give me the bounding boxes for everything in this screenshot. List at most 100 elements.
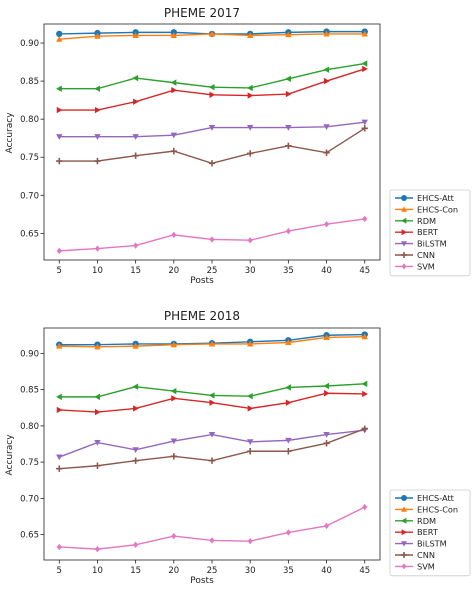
data-point-bilstm bbox=[132, 134, 139, 140]
x-tick-label: 20 bbox=[168, 566, 179, 576]
data-point-svm bbox=[56, 543, 62, 551]
data-point-bert bbox=[171, 87, 178, 94]
data-point-svm bbox=[94, 245, 101, 252]
data-point-rdm bbox=[132, 383, 139, 390]
data-point-cnn bbox=[94, 462, 101, 469]
data-point-ehcs-con bbox=[323, 334, 330, 340]
y-tick-label: 0.70 bbox=[20, 191, 39, 201]
data-point-svm bbox=[362, 503, 368, 511]
y-tick-label: 0.80 bbox=[20, 115, 39, 125]
legend-marker-bilstm bbox=[401, 541, 407, 547]
y-tick-label: 0.65 bbox=[20, 531, 39, 541]
data-point-rdm bbox=[56, 85, 62, 92]
data-point-rdm bbox=[323, 382, 330, 390]
data-point-cnn bbox=[285, 448, 292, 455]
data-point-bilstm bbox=[170, 438, 178, 445]
y-tick-label: 0.75 bbox=[20, 458, 39, 468]
legend-marker-cnn bbox=[401, 252, 407, 258]
chart-title: PHEME 2017 bbox=[164, 6, 240, 20]
data-point-bert bbox=[285, 90, 292, 98]
legend-marker-ehcs-att bbox=[401, 495, 407, 501]
data-point-cnn bbox=[323, 149, 330, 156]
data-point-svm bbox=[323, 221, 330, 228]
data-point-ehcs-con bbox=[94, 343, 101, 350]
data-point-bert bbox=[133, 405, 139, 412]
data-point-ehcs-con bbox=[208, 340, 216, 347]
data-point-bilstm bbox=[323, 124, 330, 130]
data-point-bilstm bbox=[285, 124, 292, 131]
x-tick-label: 15 bbox=[130, 566, 141, 576]
y-tick-label: 0.90 bbox=[20, 39, 39, 49]
data-point-ehcs-con bbox=[94, 32, 101, 39]
data-point-bilstm bbox=[56, 134, 63, 140]
data-point-bilstm bbox=[170, 132, 178, 139]
x-tick-label: 25 bbox=[207, 266, 218, 276]
legend-label: RDM bbox=[417, 216, 436, 226]
legend-label: CNN bbox=[417, 550, 435, 560]
series-group bbox=[56, 331, 368, 553]
x-tick-label: 15 bbox=[130, 266, 141, 276]
data-point-rdm bbox=[132, 74, 139, 82]
y-tick-label: 0.85 bbox=[20, 386, 39, 396]
data-point-bert bbox=[56, 406, 63, 414]
series-group bbox=[56, 28, 368, 255]
legend-label: CNN bbox=[417, 250, 435, 260]
data-point-svm bbox=[94, 545, 101, 553]
data-point-svm bbox=[362, 215, 368, 223]
data-point-cnn bbox=[361, 125, 368, 132]
legend-marker-svm bbox=[401, 263, 407, 270]
data-point-bert bbox=[94, 106, 101, 114]
legend-label: EHCS-Con bbox=[417, 504, 458, 514]
data-point-cnn bbox=[170, 453, 178, 460]
data-point-ehcs-con bbox=[246, 340, 254, 347]
data-point-bilstm bbox=[361, 119, 368, 126]
data-point-rdm bbox=[94, 85, 101, 92]
data-point-ehcs-con bbox=[285, 339, 292, 346]
data-point-rdm bbox=[56, 393, 62, 401]
y-tick-label: 0.90 bbox=[20, 349, 39, 359]
x-tick-label: 25 bbox=[207, 566, 218, 576]
legend-label: BERT bbox=[417, 527, 439, 537]
data-point-bilstm bbox=[285, 437, 292, 444]
data-point-cnn bbox=[132, 457, 139, 464]
data-point-rdm bbox=[246, 84, 253, 92]
data-point-cnn bbox=[246, 150, 254, 157]
data-point-bert bbox=[285, 399, 292, 406]
data-point-svm bbox=[209, 537, 215, 544]
legend-label: BERT bbox=[417, 227, 439, 237]
data-point-bert bbox=[56, 106, 63, 114]
legend-marker-rdm bbox=[401, 217, 407, 224]
legend-label: BiLSTM bbox=[417, 539, 447, 549]
data-point-rdm bbox=[323, 66, 330, 73]
x-axis-label: Posts bbox=[190, 576, 214, 586]
y-axis-label: Accuracy bbox=[5, 434, 15, 476]
data-point-bilstm bbox=[208, 432, 216, 438]
legend-label: EHCS-Con bbox=[417, 204, 458, 214]
data-point-bert bbox=[323, 77, 330, 85]
chart-pheme-2017: PHEME 2017 Accuracy Posts 5 10 15 20 25 30 35 4… bbox=[5, 6, 471, 286]
data-point-ehcs-con bbox=[323, 30, 330, 37]
data-point-ehcs-con bbox=[208, 30, 216, 37]
x-tick-label: 10 bbox=[92, 566, 103, 576]
data-point-svm bbox=[285, 529, 291, 536]
legend-marker-bilstm bbox=[401, 241, 407, 247]
data-point-cnn bbox=[170, 147, 178, 155]
data-point-rdm bbox=[208, 83, 215, 91]
data-point-ehcs-con bbox=[56, 342, 63, 349]
data-point-cnn bbox=[94, 157, 101, 165]
x-tick-label: 30 bbox=[245, 566, 256, 576]
x-tick-label: 45 bbox=[359, 566, 370, 576]
x-tick-label: 5 bbox=[57, 566, 62, 576]
data-point-rdm bbox=[361, 380, 368, 388]
data-point-svm bbox=[247, 537, 253, 545]
legend-marker-bert bbox=[401, 229, 407, 236]
data-point-cnn bbox=[323, 440, 330, 447]
legend-label: RDM bbox=[417, 516, 436, 526]
data-point-ehcs-con bbox=[285, 31, 292, 38]
data-point-svm bbox=[323, 522, 330, 530]
data-point-bert bbox=[323, 390, 330, 397]
data-point-bilstm bbox=[208, 124, 216, 131]
data-point-rdm bbox=[246, 392, 253, 400]
data-point-bert bbox=[247, 405, 254, 412]
